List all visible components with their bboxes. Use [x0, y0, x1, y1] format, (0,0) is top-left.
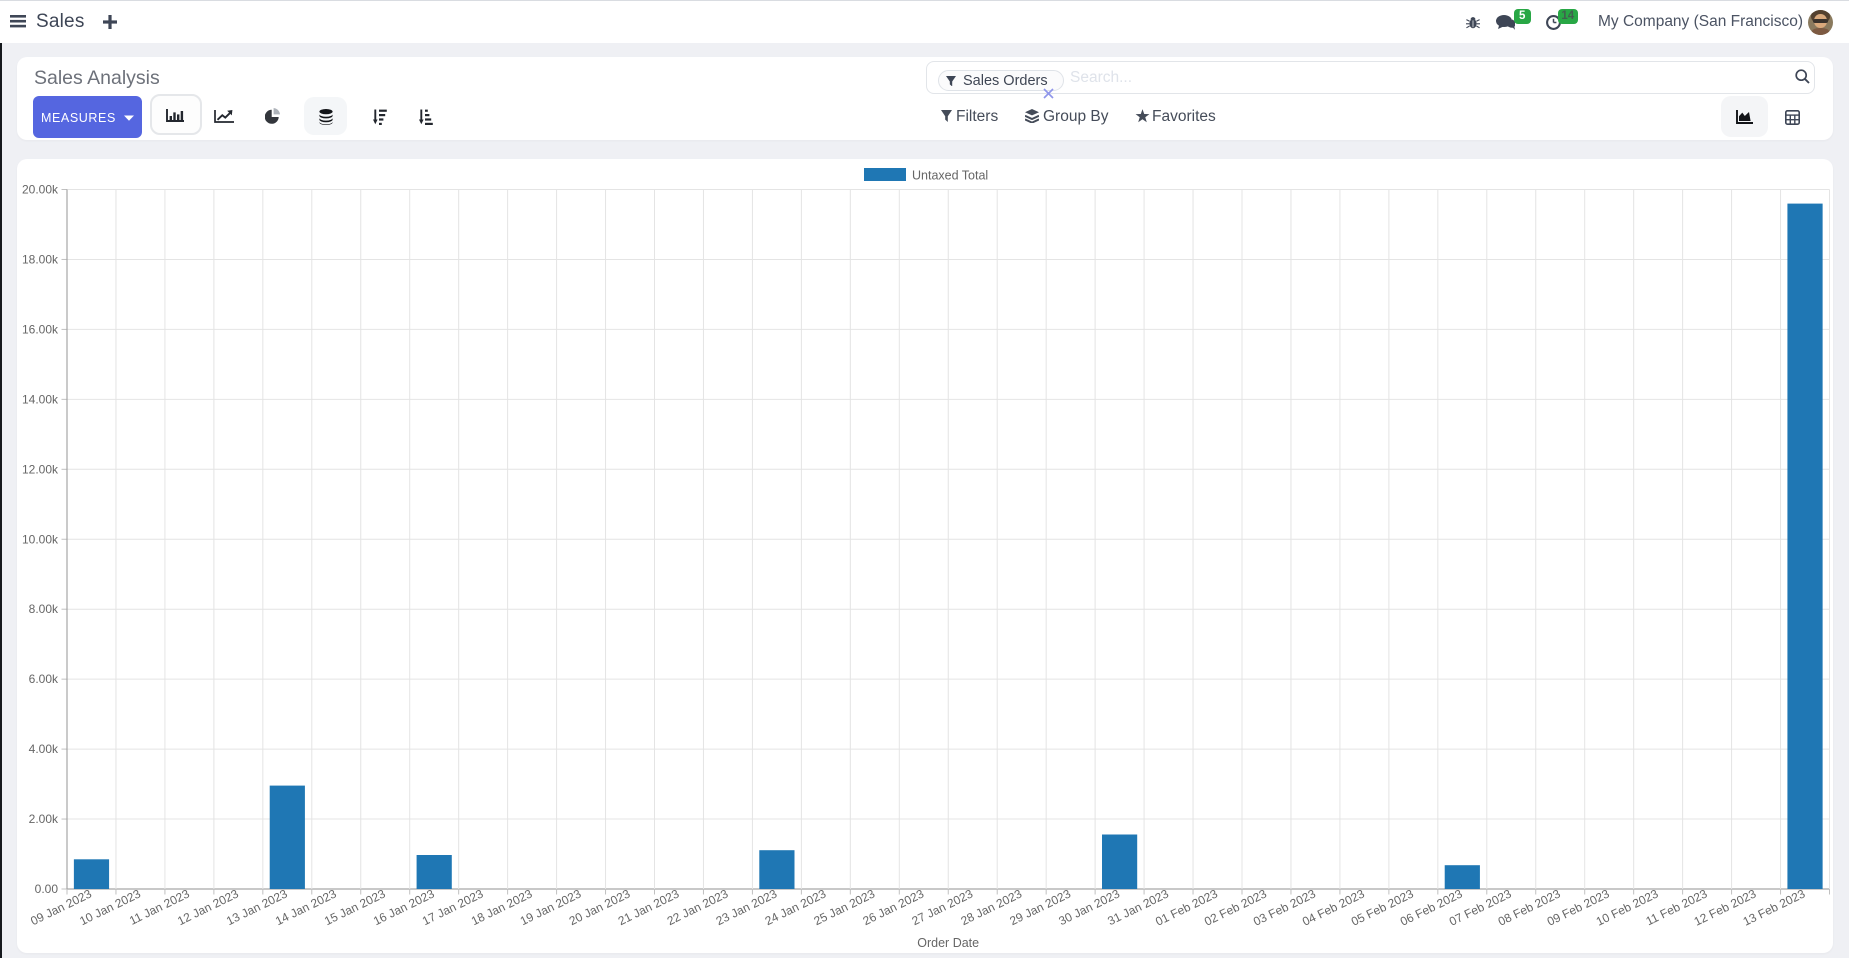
svg-text:8.00k: 8.00k — [29, 602, 59, 616]
svg-text:0.00: 0.00 — [35, 882, 59, 896]
svg-text:20.00k: 20.00k — [22, 183, 59, 197]
svg-text:Untaxed Total: Untaxed Total — [912, 169, 988, 183]
svg-text:4.00k: 4.00k — [29, 742, 59, 756]
svg-text:10.00k: 10.00k — [22, 532, 59, 546]
svg-text:2.00k: 2.00k — [29, 812, 59, 826]
svg-text:6.00k: 6.00k — [29, 672, 59, 686]
svg-text:12.00k: 12.00k — [22, 462, 59, 476]
svg-text:18.00k: 18.00k — [22, 252, 59, 266]
svg-text:Order Date: Order Date — [917, 936, 979, 950]
svg-text:14.00k: 14.00k — [22, 392, 59, 406]
svg-text:16.00k: 16.00k — [22, 322, 59, 336]
